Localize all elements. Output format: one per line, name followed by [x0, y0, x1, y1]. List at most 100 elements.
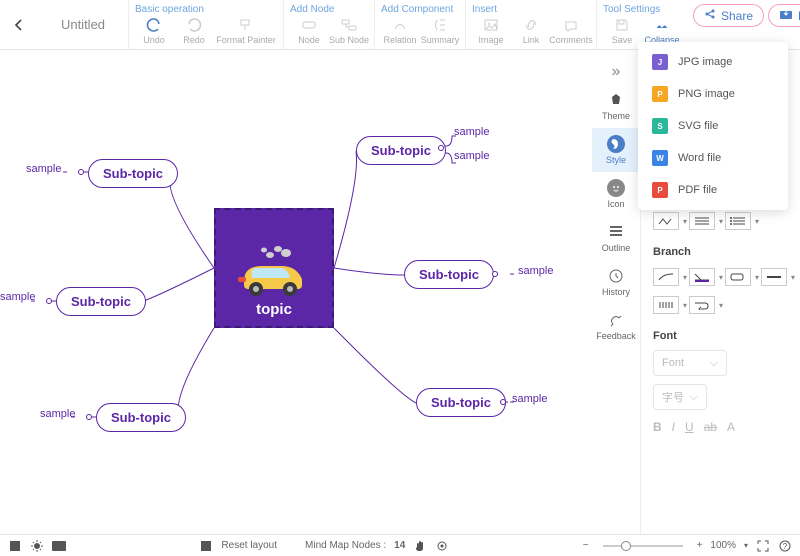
topic-node[interactable]: topic: [214, 208, 334, 328]
grid-icon[interactable]: [8, 539, 22, 553]
font-color-button[interactable]: A: [727, 420, 735, 434]
sample-label[interactable]: sample: [518, 265, 553, 277]
font-size-select[interactable]: 字号⌵: [653, 384, 707, 410]
png-icon: P: [652, 86, 668, 102]
subtopic-node[interactable]: Sub-topic: [88, 159, 178, 188]
node-icon: [301, 17, 317, 33]
relation-icon: [392, 17, 408, 33]
reset-layout-icon[interactable]: [199, 539, 213, 553]
topic-label: topic: [256, 301, 292, 318]
tab-icon[interactable]: Icon: [592, 172, 640, 216]
tab-feedback[interactable]: Feedback: [592, 304, 640, 348]
collapse-panel-button[interactable]: »: [592, 60, 640, 84]
branch-wrap-button[interactable]: ▾: [689, 296, 715, 314]
help-icon[interactable]: ?: [778, 539, 792, 553]
zoom-in-button[interactable]: +: [697, 540, 703, 551]
export-pdf[interactable]: PPDF file: [638, 174, 788, 206]
nodes-count: 14: [394, 540, 405, 551]
feedback-icon: [607, 311, 625, 329]
outline-icon: [607, 223, 625, 241]
format-painter-icon: [238, 17, 254, 33]
word-icon: W: [652, 150, 668, 166]
align-button[interactable]: ▾: [689, 212, 715, 230]
sample-label[interactable]: sample: [512, 393, 547, 405]
sample-label[interactable]: sample: [26, 163, 61, 175]
icon-icon: [607, 179, 625, 197]
relation-button[interactable]: Relation: [381, 17, 419, 45]
svg-text:?: ?: [783, 542, 788, 551]
line-style-button[interactable]: ▾: [653, 212, 679, 230]
zoom-value: 100%: [710, 540, 736, 551]
chevron-down-icon: ⌵: [710, 357, 718, 370]
list-button[interactable]: ▾: [725, 212, 751, 230]
zoom-slider[interactable]: [603, 545, 683, 547]
underline-button[interactable]: U: [685, 420, 694, 434]
share-icon: [704, 8, 716, 23]
target-icon[interactable]: [435, 539, 449, 553]
branch-width-button[interactable]: ▾: [761, 268, 787, 286]
collapse-icon: [654, 17, 670, 33]
export-svg[interactable]: SSVG file: [638, 110, 788, 142]
italic-button[interactable]: I: [672, 420, 675, 434]
doc-title[interactable]: Untitled: [38, 0, 128, 49]
collapse-button[interactable]: Collapse: [643, 17, 681, 45]
sample-label[interactable]: sample: [454, 126, 489, 138]
car-icon: [234, 241, 314, 301]
sub-node-button[interactable]: Sub Node: [330, 17, 368, 45]
tab-theme[interactable]: Theme: [592, 84, 640, 128]
tab-history[interactable]: History: [592, 260, 640, 304]
node-button[interactable]: Node: [290, 17, 328, 45]
sun-icon[interactable]: [30, 539, 44, 553]
link-button[interactable]: Link: [512, 17, 550, 45]
share-button[interactable]: Share: [693, 4, 764, 27]
sample-label[interactable]: sample: [0, 291, 35, 303]
strike-button[interactable]: ab: [704, 420, 717, 434]
fullscreen-icon[interactable]: [756, 539, 770, 553]
export-png[interactable]: PPNG image: [638, 78, 788, 110]
group-add-node: Add Node Node Sub Node: [283, 0, 374, 49]
export-icon: [779, 8, 793, 23]
subtopic-node[interactable]: Sub-topic: [356, 136, 446, 165]
export-word[interactable]: WWord file: [638, 142, 788, 174]
branch-shape-button[interactable]: ▾: [725, 268, 751, 286]
branch-heading: Branch: [653, 246, 788, 258]
font-family-select[interactable]: Font⌵: [653, 350, 727, 376]
back-button[interactable]: [0, 0, 38, 49]
summary-icon: [432, 17, 448, 33]
sample-label[interactable]: sample: [454, 150, 489, 162]
export-jpg[interactable]: JJPG image: [638, 46, 788, 78]
subtopic-node[interactable]: Sub-topic: [416, 388, 506, 417]
save-icon: [614, 17, 630, 33]
hand-icon[interactable]: [413, 539, 427, 553]
tab-style[interactable]: Style: [592, 128, 640, 172]
redo-button[interactable]: Redo: [175, 17, 213, 45]
keyboard-icon[interactable]: [52, 539, 66, 553]
tab-outline[interactable]: Outline: [592, 216, 640, 260]
zoom-out-button[interactable]: −: [583, 540, 589, 551]
bold-button[interactable]: B: [653, 420, 662, 434]
group-insert: Insert Image Link Comments: [465, 0, 596, 49]
comments-button[interactable]: Comments: [552, 17, 590, 45]
status-bar: Reset layout Mind Map Nodes : 14 − + 100…: [0, 534, 800, 556]
redo-icon: [186, 17, 202, 33]
reset-layout-button[interactable]: Reset layout: [221, 540, 277, 551]
undo-icon: [146, 17, 162, 33]
jpg-icon: J: [652, 54, 668, 70]
summary-button[interactable]: Summary: [421, 17, 459, 45]
zoom-chevron-icon[interactable]: ▾: [744, 541, 748, 550]
subtopic-node[interactable]: Sub-topic: [56, 287, 146, 316]
sample-label[interactable]: sample: [40, 408, 75, 420]
nodes-label: Mind Map Nodes :: [305, 540, 386, 551]
chevron-down-icon: ⌵: [690, 391, 698, 404]
export-button[interactable]: Export: [768, 4, 800, 27]
mindmap-canvas[interactable]: topic Sub-topic Sub-topic Sub-topic Sub-…: [0, 50, 640, 534]
subtopic-node[interactable]: Sub-topic: [404, 260, 494, 289]
format-painter-button[interactable]: Format Painter: [215, 17, 277, 45]
undo-button[interactable]: Undo: [135, 17, 173, 45]
branch-color-button[interactable]: ▾: [689, 268, 715, 286]
save-button[interactable]: Save: [603, 17, 641, 45]
branch-line-button[interactable]: ▾: [653, 268, 679, 286]
image-button[interactable]: Image: [472, 17, 510, 45]
subtopic-node[interactable]: Sub-topic: [96, 403, 186, 432]
branch-dash-button[interactable]: ▾: [653, 296, 679, 314]
